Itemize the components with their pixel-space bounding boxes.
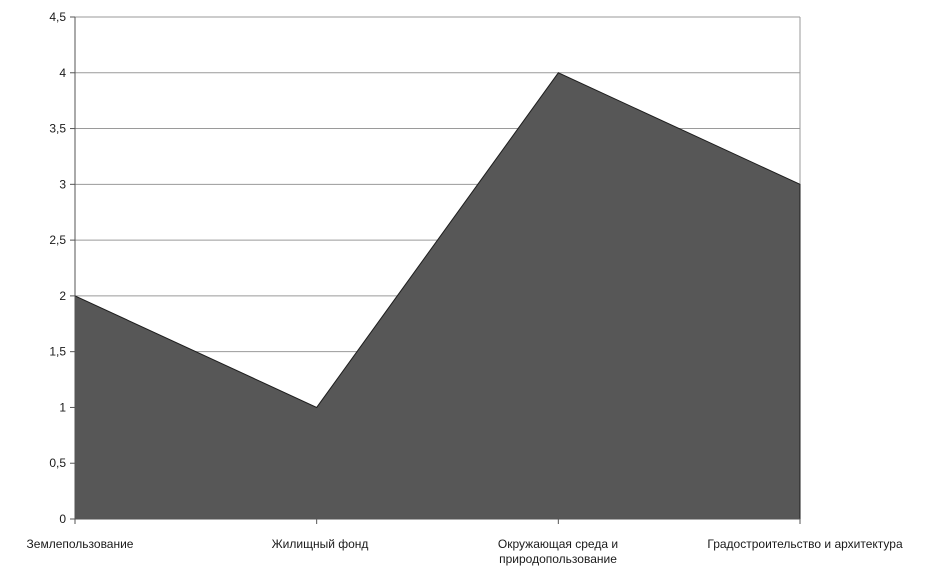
y-tick-label: 4 xyxy=(59,66,66,80)
y-tick-label: 4,5 xyxy=(49,10,66,24)
y-tick-label: 2,5 xyxy=(49,233,66,247)
y-tick-label: 2 xyxy=(59,289,66,303)
axes xyxy=(70,16,801,524)
y-tick-label: 0 xyxy=(59,512,66,526)
y-tick-label: 1 xyxy=(59,400,66,414)
x-category-label: Жилищный фонд xyxy=(272,537,369,551)
y-tick-label: 3 xyxy=(59,177,66,191)
x-category-label: природопользование xyxy=(499,552,617,566)
y-tick-label: 0,5 xyxy=(49,456,66,470)
x-category-labels: Землепользование Жилищный фонд Окружающая … xyxy=(27,537,903,566)
x-category-label: Землепользование xyxy=(27,537,134,551)
y-tick-label: 1,5 xyxy=(49,345,66,359)
x-category-label: Градостроительство и архитектура xyxy=(707,537,903,551)
y-tick-label: 3,5 xyxy=(49,122,66,136)
y-tick-labels: 0 0,5 1 1,5 2 2,5 3 3,5 4 4,5 xyxy=(49,10,66,526)
x-category-label: Окружающая среда и xyxy=(498,537,618,551)
